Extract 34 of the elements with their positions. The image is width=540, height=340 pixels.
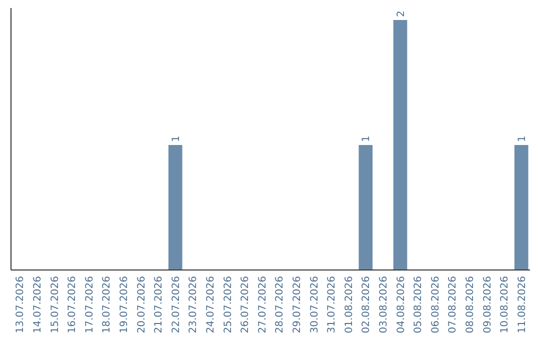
x-tick-label: 30.07.2026	[309, 276, 320, 334]
x-tick-label: 22.07.2026	[170, 276, 182, 334]
x-tick-label: 04.08.2026	[396, 276, 407, 334]
data-label: 1	[170, 136, 182, 142]
x-tick-label: 15.07.2026	[50, 276, 61, 334]
x-tick-label: 31.07.2026	[326, 276, 338, 334]
x-tick-label: 16.07.2026	[67, 276, 78, 334]
x-tick-label: 07.08.2026	[448, 276, 459, 334]
x-tick-label: 10.08.2026	[500, 276, 511, 334]
x-tick-label: 17.07.2026	[84, 276, 96, 334]
x-tick-label: 05.08.2026	[413, 276, 424, 334]
x-tick-label: 06.08.2026	[430, 276, 442, 334]
x-tick-label: 20.07.2026	[136, 276, 148, 334]
x-tick-label: 11.08.2026	[516, 276, 528, 334]
x-tick-label: 19.07.2026	[118, 276, 130, 334]
x-tick-label: 02.08.2026	[361, 276, 372, 334]
data-label: 1	[361, 136, 372, 142]
x-tick-label: 18.07.2026	[102, 276, 113, 334]
data-label: 1	[516, 136, 528, 142]
x-tick-label: 01.08.2026	[344, 276, 355, 334]
x-tick-label: 24.07.2026	[205, 276, 216, 334]
x-tick-label: 14.07.2026	[32, 276, 44, 334]
data-label: 2	[396, 10, 407, 17]
x-tick-label: 03.08.2026	[378, 276, 390, 334]
x-tick-label: 28.07.2026	[274, 276, 286, 334]
x-tick-label: 08.08.2026	[464, 276, 476, 334]
x-tick-label: 21.07.2026	[154, 276, 165, 334]
x-tick-label: 26.07.2026	[240, 276, 252, 334]
x-tick-label: 25.07.2026	[222, 276, 234, 334]
x-tick-label: 13.07.2026	[15, 276, 26, 334]
x-tick-label: 09.08.2026	[482, 276, 494, 334]
x-tick-label: 23.07.2026	[188, 276, 200, 334]
x-tick-label: 27.07.2026	[257, 276, 268, 334]
x-tick-label: 29.07.2026	[292, 276, 303, 334]
